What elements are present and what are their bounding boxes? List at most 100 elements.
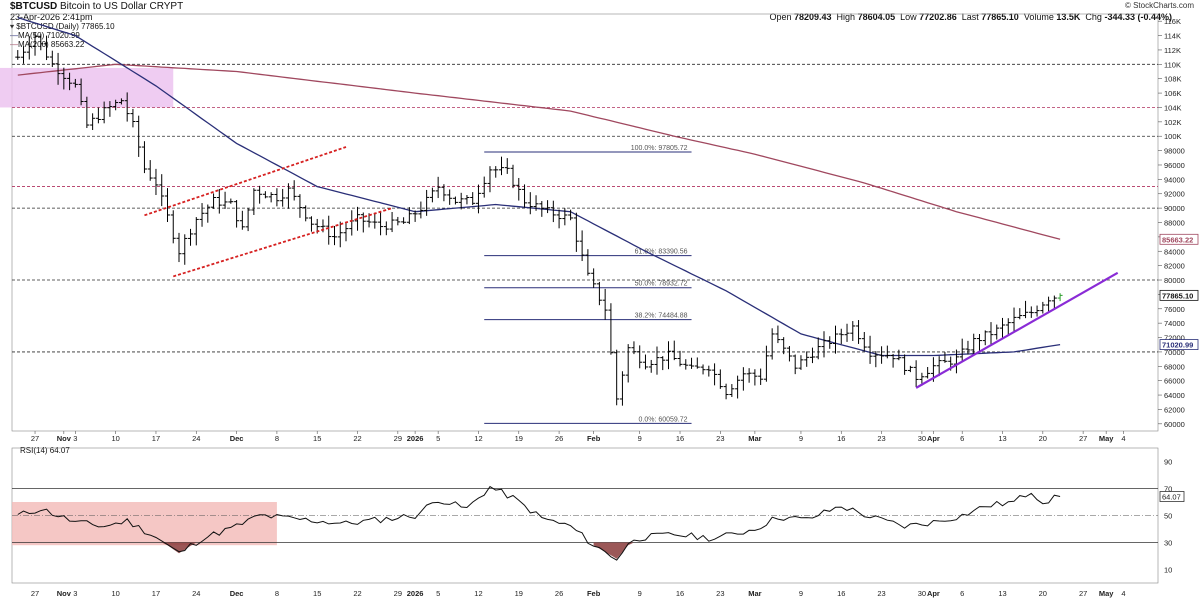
price-y-tick-label: 104K bbox=[1164, 103, 1182, 112]
x-axis-label: Dec bbox=[230, 434, 244, 443]
fib-level-label: 61.8%: 83390.56 bbox=[635, 249, 688, 256]
price-y-tick-label: 96000 bbox=[1164, 161, 1185, 170]
price-y-tick-label: 74000 bbox=[1164, 319, 1185, 328]
x-axis-label: 17 bbox=[152, 434, 160, 443]
ma50-value-tag-box bbox=[1159, 339, 1199, 350]
x-axis-label: 20 bbox=[1039, 434, 1047, 443]
price-y-tick-label: 92000 bbox=[1164, 190, 1185, 199]
x-axis-label: 9 bbox=[638, 434, 642, 443]
x-axis-label-bottom: 26 bbox=[555, 589, 563, 598]
x-axis-label-bottom: Feb bbox=[587, 589, 601, 598]
rsi-y-tick-label: 50 bbox=[1164, 512, 1172, 521]
x-axis-label: Nov bbox=[57, 434, 72, 443]
price-y-tick-label: 112K bbox=[1164, 46, 1181, 55]
x-axis-label: 16 bbox=[837, 434, 845, 443]
rsi-line bbox=[17, 485, 1061, 561]
x-axis-label: Feb bbox=[587, 434, 601, 443]
legend-ma50: —MA(50) 71020.99 bbox=[10, 31, 80, 40]
price-y-tick-label: 94000 bbox=[1164, 175, 1185, 184]
x-axis-label-bottom: 20 bbox=[1039, 589, 1047, 598]
price-y-tick-label: 82000 bbox=[1164, 262, 1185, 271]
x-axis-label-bottom: 4 bbox=[1121, 589, 1125, 598]
ohlc-readout: Open 78209.43 High 78604.05 Low 77202.86… bbox=[769, 12, 1172, 22]
x-axis-label-bottom: May bbox=[1099, 589, 1114, 598]
x-axis-label: 16 bbox=[676, 434, 684, 443]
legend-rsi: RSI(14) 64.07 bbox=[20, 446, 70, 455]
ma200-value-tag-box bbox=[1159, 233, 1199, 245]
exchange: CRYPT bbox=[149, 1, 184, 12]
chart-title: $BTCUSD Bitcoin to US Dollar CRYPT bbox=[10, 1, 183, 12]
symbol: $BTCUSD bbox=[10, 1, 58, 12]
x-axis-label-bottom: 3 bbox=[73, 589, 77, 598]
x-axis-label-bottom: 29 bbox=[394, 589, 402, 598]
rsi-y-tick-label: 90 bbox=[1164, 458, 1172, 467]
x-axis-label: 8 bbox=[275, 434, 279, 443]
x-axis-label: 3 bbox=[73, 434, 77, 443]
x-axis-label-bottom: 15 bbox=[313, 589, 321, 598]
x-axis-label: 4 bbox=[1121, 434, 1125, 443]
x-axis-label: Apr bbox=[927, 434, 940, 443]
x-axis-label: 29 bbox=[394, 434, 402, 443]
fib-level-label: 38.2%: 74484.88 bbox=[635, 313, 688, 320]
red-channel-line bbox=[144, 146, 347, 217]
price-y-tick-label: 70000 bbox=[1164, 348, 1185, 357]
price-y-tick-label: 100K bbox=[1164, 132, 1182, 141]
price-y-tick-label: 98000 bbox=[1164, 147, 1185, 156]
rsi-oversold-fill bbox=[161, 542, 208, 554]
x-axis-label-bottom: 6 bbox=[960, 589, 964, 598]
ma50-value-tag: 71020.99 bbox=[1162, 341, 1193, 350]
ma200-line bbox=[17, 63, 1061, 240]
x-axis-label: Mar bbox=[748, 434, 761, 443]
x-axis-label-bottom: 16 bbox=[837, 589, 845, 598]
price-y-tick-label: 76000 bbox=[1164, 305, 1185, 314]
rsi-oversold-fill bbox=[593, 542, 634, 559]
ma200-value-tag: 85663.22 bbox=[1162, 235, 1193, 244]
price-y-tick-label: 62000 bbox=[1164, 405, 1185, 414]
purple-trendline bbox=[915, 271, 1119, 389]
price-y-tick-label: 88000 bbox=[1164, 219, 1185, 228]
x-axis-label: 19 bbox=[515, 434, 523, 443]
brand-label: © StockCharts.com bbox=[1124, 1, 1194, 10]
x-axis-label: 10 bbox=[111, 434, 119, 443]
rsi-y-tick-label: 70 bbox=[1164, 485, 1172, 494]
price-y-tick-label: 72000 bbox=[1164, 334, 1185, 343]
x-axis-label: 9 bbox=[799, 434, 803, 443]
x-axis-label-bottom: Apr bbox=[927, 589, 940, 598]
x-axis-label-bottom: 19 bbox=[515, 589, 523, 598]
x-axis-label-bottom: 22 bbox=[353, 589, 361, 598]
price-y-tick-label: 66000 bbox=[1164, 377, 1185, 386]
price-y-tick-label: 108K bbox=[1164, 75, 1182, 84]
timestamp: 23-Apr-2026 2:41pm bbox=[10, 12, 93, 22]
x-axis-label: 27 bbox=[31, 434, 39, 443]
price-y-tick-label: 102K bbox=[1164, 118, 1182, 127]
price-y-tick-label: 90000 bbox=[1164, 204, 1185, 213]
red-channel-line bbox=[172, 207, 393, 278]
x-axis-label: 26 bbox=[555, 434, 563, 443]
x-axis-label-bottom: 12 bbox=[474, 589, 482, 598]
x-axis-label: 13 bbox=[998, 434, 1006, 443]
x-axis-label: 23 bbox=[716, 434, 724, 443]
x-axis-label-bottom: Dec bbox=[230, 589, 244, 598]
x-axis-label-bottom: 5 bbox=[436, 589, 440, 598]
price-y-tick-label: 68000 bbox=[1164, 362, 1185, 371]
price-y-tick-label: 116K bbox=[1164, 17, 1181, 26]
x-axis-label-bottom: 23 bbox=[716, 589, 724, 598]
x-axis-label: 5 bbox=[436, 434, 440, 443]
x-axis-label-bottom: 9 bbox=[638, 589, 642, 598]
x-axis-label: 2026 bbox=[407, 434, 424, 443]
price-y-tick-label: 60000 bbox=[1164, 420, 1185, 429]
price-y-tick-label: 80000 bbox=[1164, 276, 1185, 285]
x-axis-label: 24 bbox=[192, 434, 200, 443]
price-y-tick-label: 110K bbox=[1164, 60, 1181, 69]
rsi-y-tick-label: 10 bbox=[1164, 566, 1172, 575]
x-axis-label-bottom: 9 bbox=[799, 589, 803, 598]
fib-level-label: 0.0%: 60059.72 bbox=[638, 416, 687, 423]
x-axis-label-bottom: 2026 bbox=[407, 589, 424, 598]
price-panel-frame bbox=[11, 13, 1159, 432]
legend-ma200: —MA(200) 85663.22 bbox=[10, 40, 85, 49]
x-axis-label: 27 bbox=[1079, 434, 1087, 443]
x-axis-label-bottom: 16 bbox=[676, 589, 684, 598]
x-axis-label-bottom: 24 bbox=[192, 589, 200, 598]
x-axis-label-bottom: 8 bbox=[275, 589, 279, 598]
